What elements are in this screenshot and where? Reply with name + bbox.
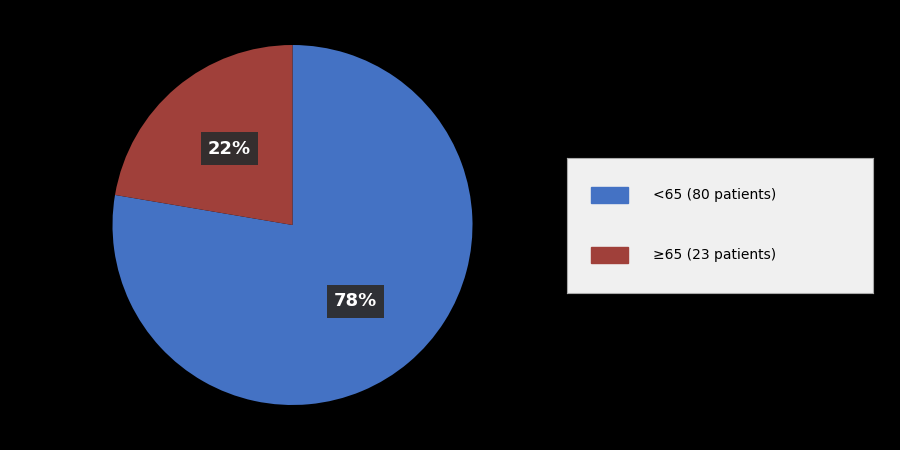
Wedge shape xyxy=(115,45,292,225)
Bar xyxy=(591,187,628,203)
Wedge shape xyxy=(112,45,472,405)
Bar xyxy=(591,247,628,263)
Text: 22%: 22% xyxy=(208,140,251,158)
Text: ≥65 (23 patients): ≥65 (23 patients) xyxy=(652,248,776,262)
Text: <65 (80 patients): <65 (80 patients) xyxy=(652,188,776,202)
Text: 78%: 78% xyxy=(334,292,377,310)
